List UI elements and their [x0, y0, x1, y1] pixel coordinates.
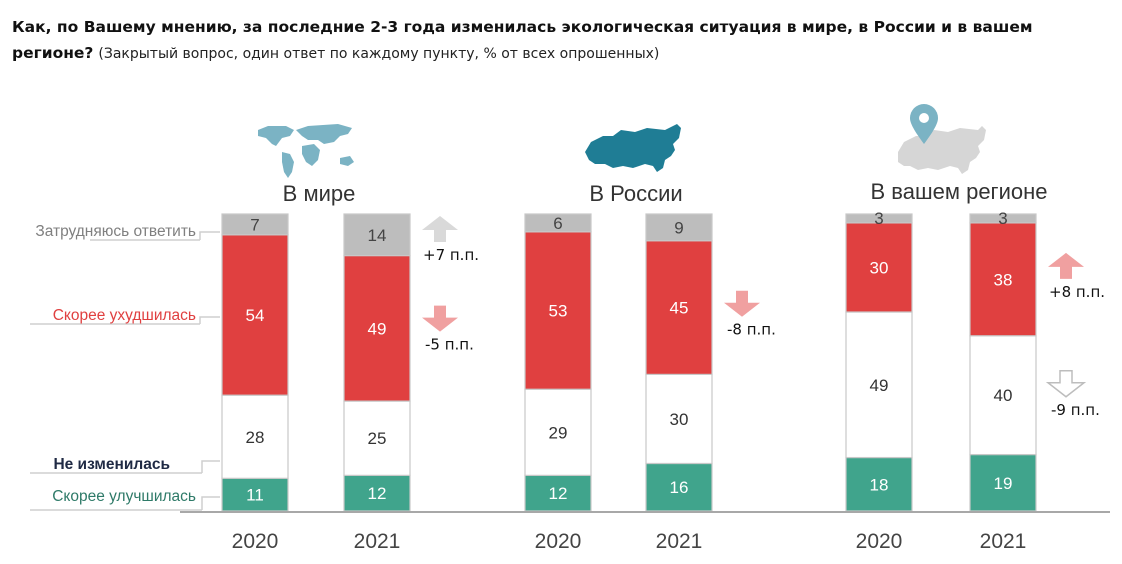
year-label: 2021 — [354, 530, 401, 553]
bar-segment-unchanged — [645, 373, 713, 465]
russia-map-icon — [585, 124, 681, 172]
data-label-hard: 7 — [250, 215, 259, 234]
data-label-unchanged: 29 — [549, 423, 568, 442]
bar-segment-unchanged — [221, 394, 289, 479]
bar-В вашем регионе-2020: 18 49 30 3 — [845, 209, 913, 512]
data-label-better: 19 — [994, 474, 1013, 493]
bar-segment-better — [645, 462, 713, 512]
data-label-unchanged: 49 — [870, 376, 889, 395]
arrow-down-icon — [422, 305, 458, 332]
legend-worse: Скорее ухудшилась — [53, 307, 196, 324]
bar-segment-hard — [221, 213, 289, 236]
bar-segment-worse — [845, 222, 913, 313]
data-label-worse: 53 — [549, 302, 568, 321]
group-title: В вашем регионе — [871, 179, 1048, 204]
bar-В мире-2020: 11 28 54 7 — [221, 213, 289, 512]
bar-segment-worse — [524, 231, 592, 390]
data-label-worse: 30 — [870, 258, 889, 277]
bar-segment-better — [845, 456, 913, 512]
chart-title: Как, по Вашему мнению, за последние 2-3 … — [12, 14, 1112, 67]
bar-В мире-2021: 12 25 49 14 — [343, 213, 411, 512]
arrow-down-icon — [1045, 370, 1087, 398]
data-label-better: 12 — [549, 484, 568, 503]
data-label-better: 16 — [670, 478, 689, 497]
legend-hard-to-say: Затрудняюсь ответить — [35, 223, 196, 240]
data-label-unchanged: 28 — [246, 428, 265, 447]
legend: Затрудняюсь ответить Скорее ухудшилась Н… — [30, 223, 220, 511]
year-label: 2021 — [656, 530, 703, 553]
bar-segment-unchanged — [343, 400, 411, 476]
legend-connector-better — [201, 496, 220, 510]
delta-label: -8 п.п. — [727, 321, 776, 339]
bar-segment-hard — [343, 213, 411, 257]
bar-segment-hard — [969, 213, 1037, 224]
data-label-hard: 6 — [553, 214, 562, 233]
group-title: В России — [589, 181, 682, 206]
delta-label: -5 п.п. — [425, 336, 474, 354]
world-map-icon — [258, 124, 354, 178]
bar-segment-worse — [343, 254, 411, 402]
group-title: В мире — [283, 181, 356, 206]
legend-connector-hard — [199, 231, 220, 240]
bar-segment-hard — [845, 213, 913, 224]
question-text: Как, по Вашему мнению, за последние 2-3 … — [12, 18, 1033, 62]
bar-segment-unchanged — [969, 335, 1037, 456]
arrow-up-icon — [422, 216, 458, 242]
bar-В России-2020: 12 29 53 6 — [524, 213, 592, 512]
data-label-worse: 54 — [246, 306, 265, 325]
data-label-unchanged: 25 — [368, 429, 387, 448]
question-note: (Закрытый вопрос, один ответ по каждому … — [98, 46, 660, 62]
data-label-hard: 3 — [874, 209, 883, 228]
legend-unchanged: Не изменилась — [53, 456, 170, 473]
year-label: 2020 — [535, 530, 582, 553]
data-label-unchanged: 40 — [994, 386, 1013, 405]
bar-В вашем регионе-2021: 19 40 38 3 — [969, 209, 1037, 512]
data-label-better: 12 — [368, 484, 387, 503]
legend-connector-worse — [199, 316, 220, 324]
data-label-worse: 38 — [994, 270, 1013, 289]
year-label: 2020 — [232, 530, 279, 553]
arrow-up-icon — [1048, 252, 1084, 279]
data-label-better: 18 — [870, 475, 889, 494]
delta-label: -9 п.п. — [1051, 401, 1100, 419]
bar-segment-hard — [645, 213, 713, 242]
data-label-hard: 9 — [674, 218, 683, 237]
data-label-better: 11 — [246, 486, 264, 505]
delta-label: +8 п.п. — [1049, 283, 1105, 301]
year-label: 2021 — [980, 530, 1027, 553]
data-label-worse: 49 — [368, 319, 387, 338]
bar-segment-better — [969, 453, 1037, 512]
data-label-hard: 14 — [368, 226, 387, 245]
bar-В России-2021: 16 30 45 9 — [645, 213, 713, 512]
bar-segment-hard — [524, 213, 592, 233]
legend-connector-unchanged — [201, 460, 220, 473]
data-label-unchanged: 30 — [670, 410, 689, 429]
bar-segment-unchanged — [845, 311, 913, 459]
bar-segment-worse — [645, 240, 713, 375]
data-label-hard: 3 — [998, 209, 1007, 228]
arrow-down-icon — [724, 290, 760, 317]
delta-label: +7 п.п. — [423, 246, 479, 264]
data-label-worse: 45 — [670, 299, 689, 318]
legend-better: Скорее улучшилась — [52, 488, 196, 505]
region-pin-map-icon — [898, 104, 986, 174]
bar-segment-worse — [221, 234, 289, 396]
year-label: 2020 — [856, 530, 903, 553]
